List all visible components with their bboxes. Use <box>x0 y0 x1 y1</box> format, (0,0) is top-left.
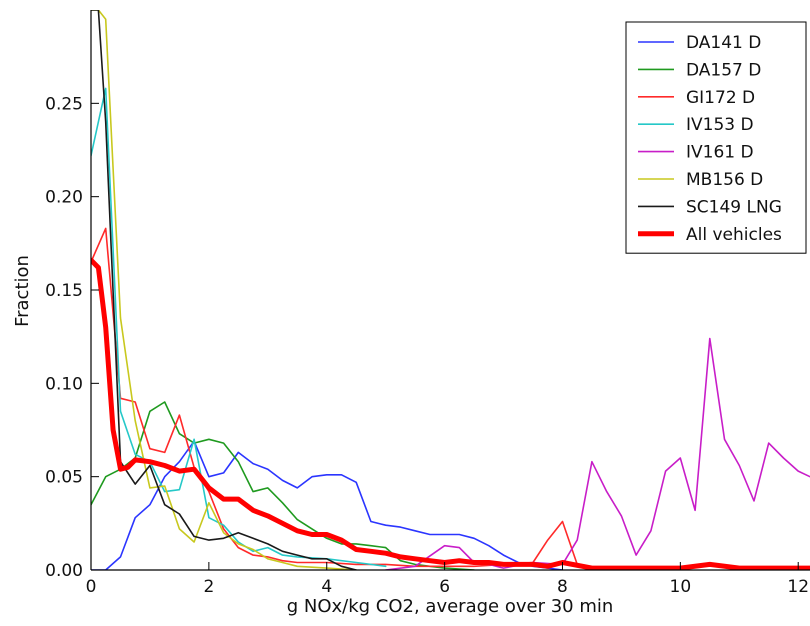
y-tick-label: 0.15 <box>45 281 83 301</box>
y-tick-label: 0.25 <box>45 94 83 114</box>
x-tick-label: 8 <box>557 577 568 597</box>
legend-label: DA157 D <box>686 60 761 80</box>
y-axis-label: Fraction <box>12 255 33 327</box>
series-line-1 <box>91 401 475 570</box>
x-tick-label: 12 <box>787 577 809 597</box>
ticks: 0 2 4 6 8 10 12 0.00 0.05 0.10 0.15 0.20 0.25 <box>45 94 809 597</box>
legend-label: IV161 D <box>686 143 754 163</box>
legend-label: IV153 D <box>686 115 754 135</box>
series-line-6 <box>91 10 358 570</box>
x-tick-label: 2 <box>203 577 214 597</box>
x-tick-label: 6 <box>439 577 450 597</box>
series-line-7 <box>91 257 810 570</box>
legend-label: MB156 D <box>686 170 763 190</box>
legend-label: SC149 LNG <box>686 197 782 217</box>
legend-label: GI172 D <box>686 88 755 108</box>
series-line-5 <box>91 10 358 570</box>
x-axis-label: g NOx/kg CO2, average over 30 min <box>287 596 614 617</box>
y-tick-label: 0.10 <box>45 374 83 394</box>
series-line-2 <box>91 227 593 569</box>
series-layer <box>91 10 810 570</box>
x-tick-label: 0 <box>86 577 97 597</box>
series-line-0 <box>91 440 564 570</box>
x-tick-label: 10 <box>670 577 692 597</box>
series-line-3 <box>91 87 387 568</box>
legend-label: DA141 D <box>686 33 761 53</box>
legend: DA141 D DA157 D GI172 D IV153 D IV161 D MB156… <box>625 21 807 254</box>
legend-label: All vehicles <box>686 225 782 245</box>
y-tick-label: 0.00 <box>45 561 83 581</box>
legend-box <box>625 21 807 254</box>
y-tick-label: 0.20 <box>45 188 83 208</box>
y-tick-label: 0.05 <box>45 468 83 488</box>
x-tick-label: 4 <box>321 577 332 597</box>
